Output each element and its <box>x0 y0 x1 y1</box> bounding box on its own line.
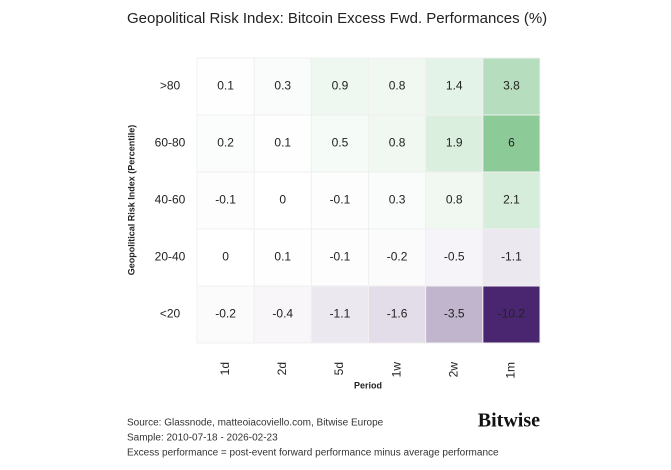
cell-label: 0.3 <box>389 193 406 207</box>
heatmap-cell <box>425 285 484 344</box>
cell-label: 0.8 <box>389 136 406 150</box>
heatmap-cell <box>368 228 427 287</box>
heatmap-cell <box>425 171 484 230</box>
cell-label: 1.9 <box>446 136 463 150</box>
cell-label: -1.1 <box>501 250 522 264</box>
cell-label: -0.2 <box>387 250 408 264</box>
y-tick-label: 20-40 <box>155 250 186 264</box>
heatmap-cell <box>368 114 427 173</box>
heatmap-cell <box>368 171 427 230</box>
note: Sample: 2010-07-18 - 2026-02-23 <box>127 433 278 444</box>
heatmap-cell <box>253 171 312 230</box>
cell-label: 0.1 <box>274 250 291 264</box>
cell-label: 6 <box>508 136 515 150</box>
cell-label: 0 <box>222 250 229 264</box>
heatmap-cell <box>196 285 255 344</box>
cell-label: -0.2 <box>215 307 236 321</box>
cell-label: 0.8 <box>389 79 406 93</box>
cell-label: 0.1 <box>274 136 291 150</box>
y-tick-label: >80 <box>160 79 181 93</box>
heatmap-cell <box>482 114 541 173</box>
x-tick-label: 1m <box>504 362 518 379</box>
x-tick-label: 1d <box>218 362 232 375</box>
chart-title: Geopolitical Risk Index: Bitcoin Excess … <box>127 10 547 27</box>
y-axis-title: Geopolitical Risk Index (Percentile) <box>126 125 136 276</box>
cell-label: -1.6 <box>387 307 408 321</box>
y-tick-label: 40-60 <box>155 193 186 207</box>
x-tick-label: 2d <box>275 362 289 375</box>
note: Excess performance = post-event forward … <box>127 448 499 459</box>
cell-label: -3.5 <box>444 307 465 321</box>
x-tick-label: 2w <box>446 362 460 378</box>
heatmap-cell <box>253 114 312 173</box>
cell-label: 0.9 <box>332 79 349 93</box>
heatmap-cell <box>196 57 255 116</box>
heatmap-cell <box>253 57 312 116</box>
heatmap-cell <box>482 171 541 230</box>
heatmap-cell <box>482 228 541 287</box>
x-axis-title: Period <box>354 380 382 390</box>
logo: Bitwise <box>478 410 540 432</box>
cell-label: 0.3 <box>274 79 291 93</box>
note: Source: Glassnode, matteoiacoviello.com,… <box>127 418 384 429</box>
x-tick-label: 5d <box>332 362 346 375</box>
cell-label: 0.1 <box>217 79 234 93</box>
y-tick-label: 60-80 <box>155 136 186 150</box>
y-tick-label: <20 <box>160 307 181 321</box>
heatmap-cell <box>482 285 541 344</box>
cell-label: 3.8 <box>503 79 520 93</box>
cell-label: -10.2 <box>498 307 526 321</box>
cell-label: -0.1 <box>215 193 236 207</box>
heatmap-cell <box>425 228 484 287</box>
cell-label: 0.5 <box>332 136 349 150</box>
cell-label: 0.8 <box>446 193 463 207</box>
heatmap-cell <box>368 285 427 344</box>
cell-label: -0.1 <box>330 250 351 264</box>
cell-label: 0 <box>279 193 286 207</box>
cell-label: 2.1 <box>503 193 520 207</box>
heatmap-cell <box>253 228 312 287</box>
heatmap-cell <box>310 285 370 344</box>
cell-label: 0.2 <box>217 136 234 150</box>
cell-label: -0.5 <box>444 250 465 264</box>
heatmap-cell <box>310 57 370 116</box>
heatmap-cell <box>196 228 255 287</box>
x-tick-label: 1w <box>389 362 403 378</box>
cell-label: -1.1 <box>330 307 351 321</box>
heatmap-cell <box>310 228 370 287</box>
cell-label: -0.1 <box>330 193 351 207</box>
cell-label: -0.4 <box>272 307 293 321</box>
heatmap-cell <box>482 57 541 116</box>
cell-label: 1.4 <box>446 79 463 93</box>
